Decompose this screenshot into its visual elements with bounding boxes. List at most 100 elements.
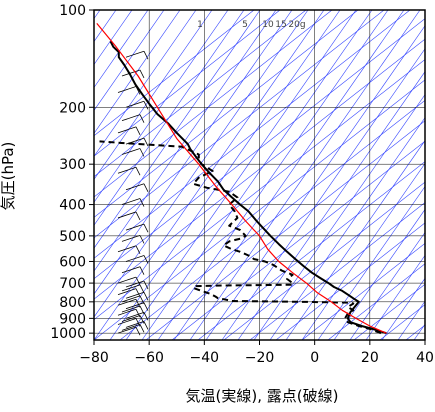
- wind-barb-staff: [117, 298, 137, 306]
- wind-barb-staff: [121, 315, 141, 322]
- wind-barb-flag: [135, 211, 141, 221]
- adiabat-line: [157, 10, 389, 340]
- wind-barb-staff: [117, 326, 137, 334]
- wind-barb-staff: [121, 323, 141, 331]
- wind-barb-flag: [143, 280, 149, 290]
- wind-barb: [125, 311, 149, 321]
- wind-barb-staff: [121, 148, 141, 155]
- adiabat-line: [94, 10, 245, 226]
- wind-barb-flag: [139, 284, 145, 294]
- x-axis-ticks: −80 −60 −40 −20 0 20 40: [79, 340, 434, 366]
- wind-barb-staff: [121, 114, 141, 122]
- y-tick-label: 300: [59, 157, 86, 173]
- wind-barb-staff: [121, 234, 141, 242]
- wind-barb: [125, 183, 149, 192]
- wind-barb-flag: [139, 198, 145, 207]
- adiabat-line: [94, 59, 425, 320]
- wind-barb-flag: [135, 318, 141, 327]
- wind-barb-staff: [117, 276, 137, 284]
- wind-barb-flag: [139, 295, 145, 305]
- adiabat-line: [94, 18, 425, 280]
- adiabat-line: [365, 254, 425, 340]
- wind-barb: [121, 305, 145, 315]
- wind-barb: [117, 211, 141, 221]
- adiabat-line: [94, 10, 197, 157]
- mixing-ratio-label: 1: [197, 20, 203, 30]
- wind-barb-flag: [143, 302, 149, 311]
- adiabat-line: [94, 10, 165, 111]
- wind-barb-flag: [135, 245, 141, 254]
- wind-barb-flag: [139, 266, 145, 275]
- wind-barb-flag: [135, 288, 141, 297]
- wind-barb-flag: [135, 299, 141, 308]
- wind-barb: [125, 255, 149, 264]
- wind-barb-flag: [135, 167, 141, 176]
- wind-barb-flag: [139, 235, 145, 244]
- parcel-line: [96, 23, 387, 334]
- wind-barb-staff: [125, 302, 145, 310]
- wind-barb-staff: [125, 291, 145, 299]
- wind-barb-flag: [135, 309, 141, 318]
- adiabat-line: [379, 304, 425, 340]
- wind-barb-flag: [139, 324, 145, 333]
- adiabat-line: [275, 222, 425, 340]
- adiabat-line: [94, 10, 255, 137]
- wind-barb: [121, 295, 145, 305]
- mixing-ratio-label: 5: [242, 20, 248, 30]
- wind-barb: [121, 148, 145, 157]
- wind-barb-staff: [121, 198, 141, 205]
- wind-barb-flag: [143, 137, 149, 147]
- adiabat-line: [173, 10, 405, 340]
- adiabat-line: [381, 277, 425, 340]
- wind-barb-flag: [135, 126, 141, 136]
- mixing-ratio-label: 15: [275, 20, 286, 30]
- wind-barb-flag: [135, 326, 141, 336]
- y-tick-label: 500: [59, 229, 86, 245]
- wind-barb: [121, 198, 145, 207]
- wind-barb: [117, 166, 141, 176]
- adiabat-line: [109, 10, 341, 340]
- wind-barb-staff: [117, 318, 137, 325]
- wind-barb-staff: [125, 280, 145, 288]
- wind-barb: [117, 298, 141, 308]
- wind-barb-staff: [117, 288, 137, 296]
- wind-barb-flag: [143, 183, 149, 192]
- wind-barb-flag: [135, 276, 141, 286]
- adiabat-line: [94, 10, 411, 259]
- wind-barb: [121, 266, 145, 275]
- adiabat-line: [353, 283, 425, 340]
- adiabat-line: [349, 231, 425, 340]
- adiabat-line: [94, 10, 309, 318]
- y-tick-label: 800: [59, 295, 86, 311]
- wind-barb-staff: [121, 295, 141, 303]
- profile-series: [96, 23, 387, 335]
- dewpoint-line: [99, 140, 382, 335]
- adiabat-line: [430, 10, 435, 340]
- wind-barb-staff: [121, 284, 141, 292]
- adiabat-line: [249, 202, 425, 340]
- adiabat-line: [94, 10, 117, 43]
- adiabat-line: [119, 99, 425, 340]
- adiabat-line: [94, 10, 277, 272]
- wind-barb: [117, 308, 141, 318]
- wind-barb: [121, 284, 145, 294]
- y-tick-label: 400: [59, 198, 86, 214]
- wind-barbs: [117, 50, 149, 336]
- adiabat-line: [94, 10, 385, 239]
- wind-barb: [121, 69, 145, 79]
- mixing-ratio-label: 20g: [288, 20, 305, 30]
- adiabat-line: [94, 79, 425, 340]
- wind-barb-staff: [117, 126, 137, 134]
- wind-barb-staff: [117, 86, 137, 93]
- y-tick-label: 100: [59, 3, 86, 19]
- wind-barb-staff: [125, 223, 145, 231]
- adiabat-line: [223, 181, 425, 340]
- wind-barb: [117, 318, 141, 327]
- adiabat-line: [94, 10, 333, 198]
- adiabat-line: [189, 10, 421, 340]
- adiabat-line: [253, 94, 425, 340]
- wind-barb-flag: [139, 69, 145, 79]
- x-tick-label: −80: [79, 350, 109, 366]
- adiabat-line: [94, 38, 425, 300]
